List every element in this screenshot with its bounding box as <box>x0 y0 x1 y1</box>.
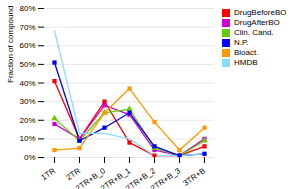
svg-text:20%: 20% <box>19 116 35 125</box>
svg-text:80%: 80% <box>19 4 35 13</box>
svg-text:2TR: 2TR <box>65 166 83 182</box>
html-text:Bioact.: Bioact. <box>234 48 259 57</box>
svg-text:10%: 10% <box>19 134 35 143</box>
svg-text:2TR+B_3: 2TR+B_3 <box>149 166 182 189</box>
svg-text:1TR: 1TR <box>40 166 58 182</box>
html-text:N.P.: N.P. <box>234 38 249 47</box>
svg-text:70%: 70% <box>19 23 35 32</box>
svg-text:50%: 50% <box>19 60 35 69</box>
html-text:DrugAfterBO: DrugAfterBO <box>234 18 280 27</box>
svg-text:60%: 60% <box>19 41 35 50</box>
html-text:HMDB: HMDB <box>234 58 258 67</box>
html-text:Clin. Cand.: Clin. Cand. <box>234 28 274 37</box>
svg-text:30%: 30% <box>19 97 35 106</box>
svg-text:0%: 0% <box>24 153 36 162</box>
svg-text:Fraction of compound: Fraction of compound <box>6 6 15 83</box>
svg-text:3TR+B: 3TR+B <box>181 166 207 188</box>
svg-text:40%: 40% <box>19 79 35 88</box>
html-text:DrugBeforeBO: DrugBeforeBO <box>234 8 287 17</box>
